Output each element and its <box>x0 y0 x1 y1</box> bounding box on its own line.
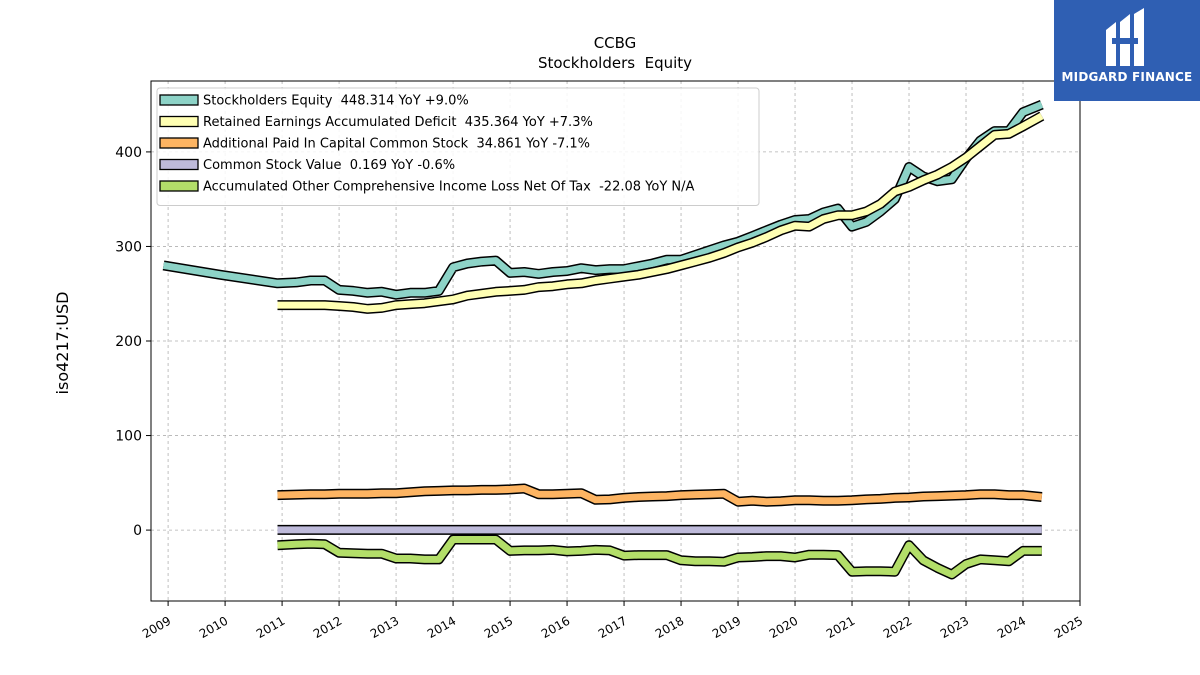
legend-item: Retained Earnings Accumulated Deficit 43… <box>159 115 593 130</box>
legend-label: Retained Earnings Accumulated Deficit 43… <box>203 115 593 130</box>
logo-mark-icon <box>1106 8 1144 66</box>
series-2 <box>277 111 1045 314</box>
legend-item: Additional Paid In Capital Common Stock … <box>159 137 590 152</box>
series-line <box>162 101 1044 299</box>
x-tick-label: 2023 <box>938 614 971 641</box>
x-tick-label: 2024 <box>995 614 1028 641</box>
series-line <box>277 485 1043 506</box>
series-5 <box>277 534 1042 580</box>
series-line <box>277 536 1042 578</box>
legend-label: Additional Paid In Capital Common Stock … <box>203 137 590 152</box>
series-layer <box>162 99 1045 580</box>
legend-swatch <box>159 115 199 128</box>
series-line <box>277 112 1044 313</box>
x-tick-label: 2010 <box>197 614 230 641</box>
x-tick-label: 2009 <box>140 614 173 641</box>
legend-swatch <box>159 94 199 106</box>
x-tick-label: 2016 <box>539 614 572 641</box>
x-tick-label: 2014 <box>425 614 458 641</box>
chart-title: CCBG <box>594 34 637 52</box>
x-tick-label: 2025 <box>1052 614 1085 641</box>
x-tick-label: 2018 <box>653 614 686 641</box>
x-tick-label: 2012 <box>311 614 344 641</box>
x-tick-label: 2021 <box>824 614 857 641</box>
legend: Stockholders Equity 448.314 YoY +9.0% Ret… <box>156 87 760 206</box>
legend-label: Stockholders Equity 448.314 YoY +9.0% <box>203 94 469 109</box>
x-axis: 2009 2010 2011 2012 2013 2014 2015 2016 2017 2018… <box>140 601 1085 641</box>
series-3 <box>277 483 1043 507</box>
y-axis-label: iso4217:USD <box>53 292 72 395</box>
legend-item: Stockholders Equity 448.314 YoY +9.0% <box>159 94 469 109</box>
y-tick-label: 300 <box>115 239 142 255</box>
y-tick-label: 200 <box>115 334 142 350</box>
legend-swatch <box>159 137 199 149</box>
legend-box <box>156 87 760 206</box>
legend-item: Accumulated Other Comprehensive Income L… <box>159 180 694 195</box>
chart-subtitle: Stockholders Equity <box>538 54 692 72</box>
x-tick-label: 2013 <box>368 614 401 641</box>
x-tick-label: 2022 <box>881 614 914 641</box>
x-tick-label: 2011 <box>254 614 287 641</box>
logo-text: MIDGARD FINANCE <box>1061 70 1193 84</box>
legend-swatch <box>159 180 199 192</box>
x-tick-label: 2017 <box>596 614 629 641</box>
legend-item: Common Stock Value 0.169 YoY -0.6% <box>159 158 455 173</box>
legend-label: Accumulated Other Comprehensive Income L… <box>203 180 694 195</box>
series-1 <box>162 99 1044 300</box>
y-tick-label: 400 <box>115 145 142 161</box>
x-tick-label: 2019 <box>710 614 743 641</box>
x-tick-label: 2015 <box>482 614 515 641</box>
x-tick-label: 2020 <box>767 614 800 641</box>
brand-logo: MIDGARD FINANCE <box>1054 0 1200 101</box>
y-axis: 0 100 200 300 400 <box>115 145 151 539</box>
y-tick-label: 0 <box>133 523 142 539</box>
legend-label: Common Stock Value 0.169 YoY -0.6% <box>203 158 455 173</box>
y-tick-label: 100 <box>115 429 142 445</box>
legend-swatch <box>159 158 199 171</box>
